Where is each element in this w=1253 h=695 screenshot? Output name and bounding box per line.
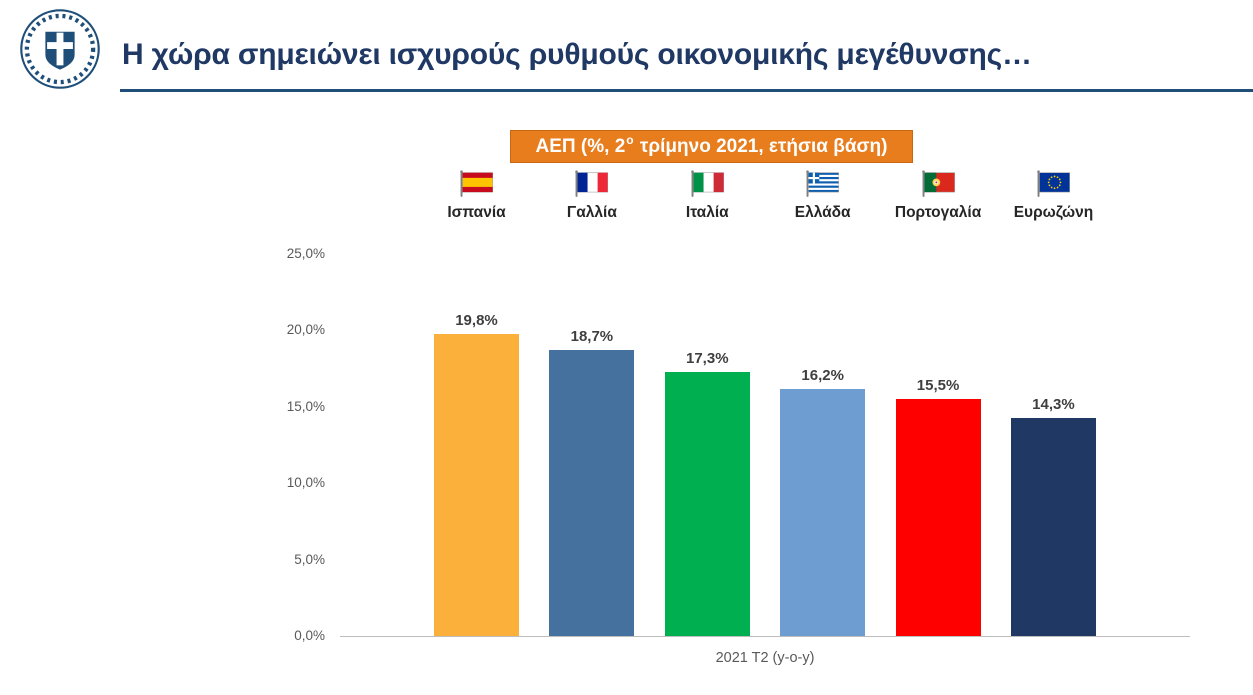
bar-france <box>549 350 635 636</box>
bar-value-label-france: 18,7% <box>570 328 614 346</box>
y-tick-label: 5,0% <box>294 551 325 567</box>
bar-value-label-portugal: 15,5% <box>916 377 960 395</box>
chart-title-prefix: ΑΕΠ (%, 2 <box>535 135 626 157</box>
eurozone-flag-icon <box>1034 170 1073 198</box>
spain-flag-icon <box>457 170 496 198</box>
plot-area: 19,8% 18,7% 17,3% 16,2% 15,5% 14,3% <box>340 255 1190 637</box>
bar-value-label-italy: 17,3% <box>686 349 729 367</box>
page-title: Η χώρα σημειώνει ισχυρούς ρυθμούς οικονο… <box>122 38 1032 71</box>
country-label-portugal: Πορτογαλία <box>894 204 982 221</box>
legend-item-portugal: Πορτογαλία <box>894 170 982 222</box>
bar-group-spain: 19,8% <box>434 311 519 636</box>
bar-group-france: 18,7% <box>549 328 635 636</box>
italy-flag-icon <box>688 170 727 198</box>
country-label-italy: Ιταλία <box>685 204 729 221</box>
title-underline <box>120 89 1253 92</box>
x-axis-label: 2021 T2 (y-o-y) <box>715 650 815 666</box>
bar-value-label-spain: 19,8% <box>455 311 498 329</box>
greek-emblem-icon <box>20 9 100 89</box>
legend-item-spain: Ισπανία <box>434 170 519 222</box>
greece-flag-icon <box>803 170 842 198</box>
y-tick-label: 25,0% <box>286 246 325 261</box>
country-label-eurozone: Ευρωζώνη <box>1013 204 1094 221</box>
chart-title-suffix: τρίμηνο 2021, ετήσια βάση) <box>634 135 888 157</box>
greek-emblem-logo <box>14 6 106 92</box>
y-tick-label: 10,0% <box>286 475 325 491</box>
chart-title-badge: ΑΕΠ (%, 2ο τρίμηνο 2021, ετήσια βάση) <box>510 130 913 163</box>
chart-title-sup: ο <box>626 133 634 148</box>
y-tick-label: 20,0% <box>286 322 325 338</box>
bar-group-greece: 16,2% <box>780 366 866 636</box>
bar-group-italy: 17,3% <box>664 349 750 636</box>
country-label-greece: Ελλάδα <box>794 204 851 221</box>
portugal-flag-icon <box>919 170 958 198</box>
bar-value-label-greece: 16,2% <box>801 366 844 384</box>
bar-value-label-eurozone: 14,3% <box>1032 395 1075 413</box>
bar-spain <box>434 333 519 636</box>
legend-item-greece: Ελλάδα <box>780 170 865 222</box>
y-axis: 25,0% 20,0% 15,0% 10,0% 5,0% 0,0% <box>230 246 325 643</box>
legend-row: Ισπανία Γαλλία Ιταλία Ελλάδα Πορτογαλία Ευρωζ… <box>340 170 1190 222</box>
bar-italy <box>664 371 750 636</box>
legend-item-italy: Ιταλία <box>665 170 750 222</box>
chart-title-text: ΑΕΠ (%, 2ο τρίμηνο 2021, ετήσια βάση) <box>535 133 888 158</box>
legend-item-france: Γαλλία <box>549 170 634 222</box>
bar-portugal <box>895 399 981 636</box>
france-flag-icon <box>572 170 611 198</box>
y-tick-label: 15,0% <box>286 398 325 414</box>
country-label-spain: Ισπανία <box>447 204 506 221</box>
bar-eurozone <box>1010 417 1096 636</box>
bar-group-eurozone: 14,3% <box>1010 395 1096 636</box>
country-label-france: Γαλλία <box>566 204 617 221</box>
bar-greece <box>780 388 866 636</box>
bar-group-portugal: 15,5% <box>895 377 981 636</box>
legend-item-eurozone: Ευρωζώνη <box>1011 170 1096 222</box>
y-tick-label: 0,0% <box>294 628 325 643</box>
